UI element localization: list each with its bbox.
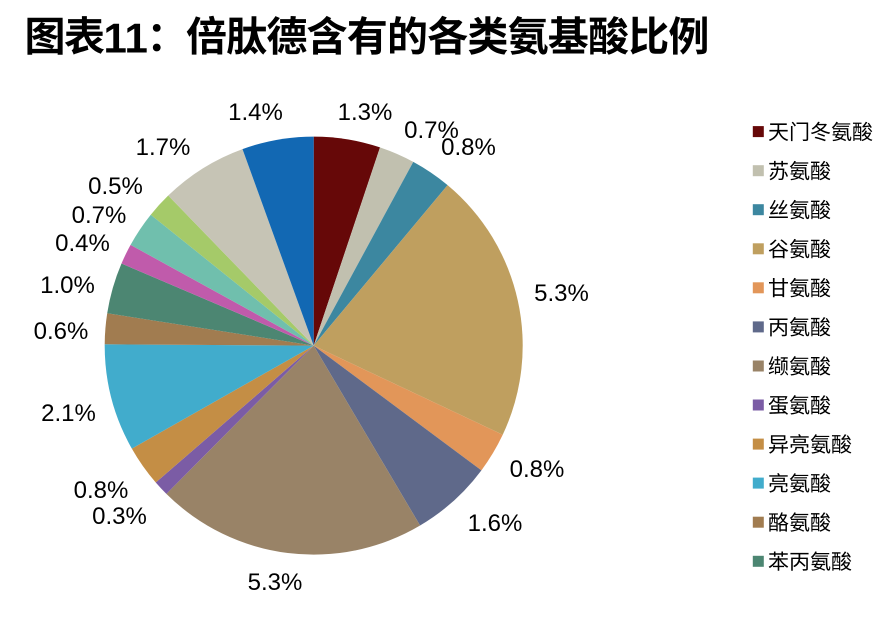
svg-text:0.7%: 0.7%: [72, 202, 127, 229]
svg-text:0.8%: 0.8%: [74, 477, 129, 504]
svg-text:0.4%: 0.4%: [55, 230, 110, 257]
svg-text:1.7%: 1.7%: [136, 134, 191, 161]
svg-text:11: 11: [104, 14, 148, 61]
svg-text:1.6%: 1.6%: [468, 510, 523, 537]
svg-text:0.6%: 0.6%: [34, 318, 89, 345]
svg-text:0.8%: 0.8%: [510, 456, 565, 483]
svg-text:1.3%: 1.3%: [338, 99, 393, 126]
svg-text:5.3%: 5.3%: [534, 280, 589, 307]
svg-text:2.1%: 2.1%: [41, 400, 96, 427]
svg-text:5.3%: 5.3%: [248, 569, 303, 596]
svg-text:0.5%: 0.5%: [88, 173, 143, 200]
svg-text:0.3%: 0.3%: [92, 503, 147, 530]
svg-text:0.7%: 0.7%: [404, 117, 459, 144]
svg-text:0.8%: 0.8%: [441, 134, 496, 161]
svg-text:1.0%: 1.0%: [40, 272, 95, 299]
svg-text:1.4%: 1.4%: [228, 99, 283, 126]
